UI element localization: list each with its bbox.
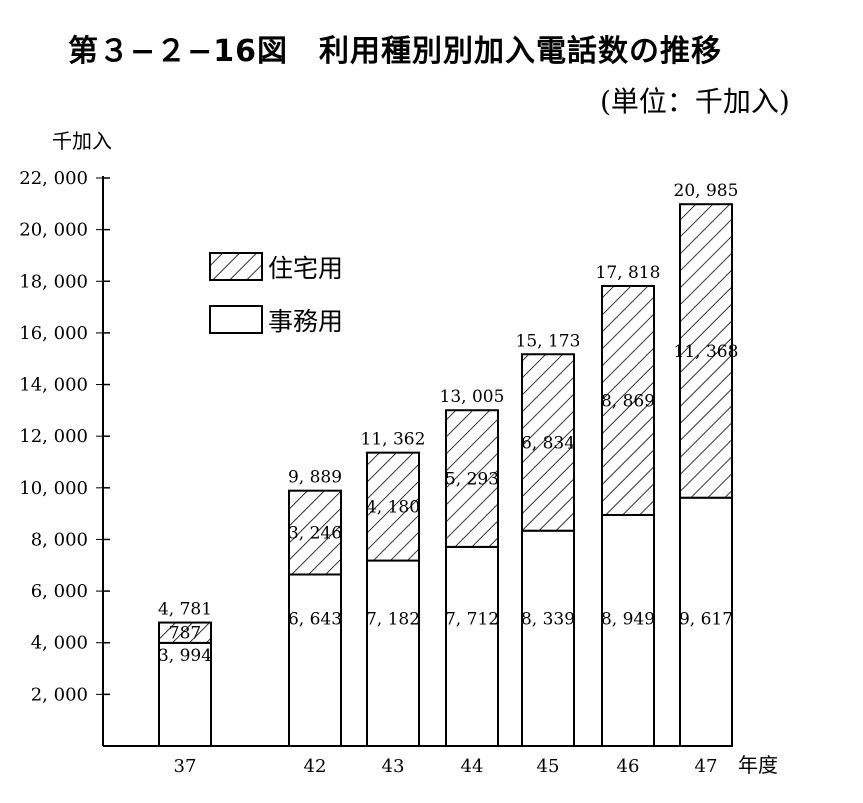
legend-label-home: 住宅用 (268, 254, 343, 283)
y-tick-label: 22, 000 (19, 168, 88, 189)
data-label-office: 8, 949 (601, 610, 655, 630)
x-tick-label: 42 (304, 756, 327, 777)
bar-home (445, 409, 499, 548)
data-label-home: 787 (169, 624, 201, 644)
bar-home (679, 203, 733, 499)
data-label-total: 13, 005 (440, 387, 505, 407)
data-label-total: 20, 985 (674, 181, 739, 201)
legend-swatch-home (209, 252, 263, 281)
legend-label-office: 事務用 (268, 307, 343, 336)
bar-home (288, 489, 342, 576)
y-tick-label: 6, 000 (31, 581, 88, 602)
data-label-home: 11, 368 (674, 342, 739, 362)
data-label-office: 9, 617 (679, 610, 733, 630)
y-tick-label: 18, 000 (19, 271, 88, 292)
data-label-office: 6, 643 (288, 610, 342, 630)
data-label-home: 4, 180 (366, 498, 420, 518)
y-tick-label: 20, 000 (19, 220, 88, 241)
data-label-total: 17, 818 (596, 263, 661, 283)
y-tick-label: 2, 000 (31, 684, 88, 705)
bar-office (601, 513, 655, 747)
x-tick-label: 37 (174, 756, 197, 777)
bar-office (679, 496, 733, 747)
bar-office (366, 559, 420, 747)
y-tick-label: 10, 000 (19, 478, 88, 499)
y-tick-label: 14, 000 (19, 375, 88, 396)
data-label-office: 8, 339 (521, 610, 575, 630)
bar-office (288, 573, 342, 747)
bar-home (366, 451, 420, 562)
x-tick-label: 45 (537, 756, 560, 777)
data-label-total: 9, 889 (288, 468, 342, 488)
x-tick-label: 47 (695, 756, 718, 777)
bar-home (158, 621, 212, 644)
y-axis-unit-label: 千加入 (52, 129, 112, 153)
y-tick-label: 4, 000 (31, 633, 88, 654)
x-axis-label: 年度 (738, 753, 778, 777)
x-tick-label: 44 (461, 756, 484, 777)
data-label-office: 3, 994 (158, 646, 212, 666)
bar-office (521, 529, 575, 748)
data-label-total: 15, 173 (516, 331, 581, 351)
x-tick-label: 43 (382, 756, 405, 777)
legend-swatch-office (209, 305, 263, 334)
data-label-office: 7, 712 (445, 610, 499, 630)
unit-note: (単位：千加入) (600, 85, 790, 118)
data-label-total: 11, 362 (361, 430, 426, 450)
y-tick-label: 12, 000 (19, 426, 88, 447)
bar-office (445, 545, 499, 748)
y-tick-label: 16, 000 (19, 323, 88, 344)
data-label-home: 6, 834 (521, 433, 575, 453)
bar-home (521, 353, 575, 532)
data-label-home: 8, 869 (601, 391, 655, 411)
x-tick-label: 46 (617, 756, 640, 777)
chart-title: 第３−２−16図 利用種別別加入電話数の推移 (68, 34, 723, 69)
bar-office (158, 641, 212, 748)
y-tick-label: 8, 000 (31, 529, 88, 550)
data-label-home: 3, 246 (288, 524, 342, 544)
data-label-total: 4, 781 (158, 600, 212, 620)
axes: 千加入 2, 000 4, 000 6, 000 8, 000 10, 000 12, 00… (19, 129, 778, 777)
bar-home (601, 284, 655, 516)
data-label-home: 5, 293 (445, 470, 499, 490)
data-label-office: 7, 182 (366, 610, 420, 630)
